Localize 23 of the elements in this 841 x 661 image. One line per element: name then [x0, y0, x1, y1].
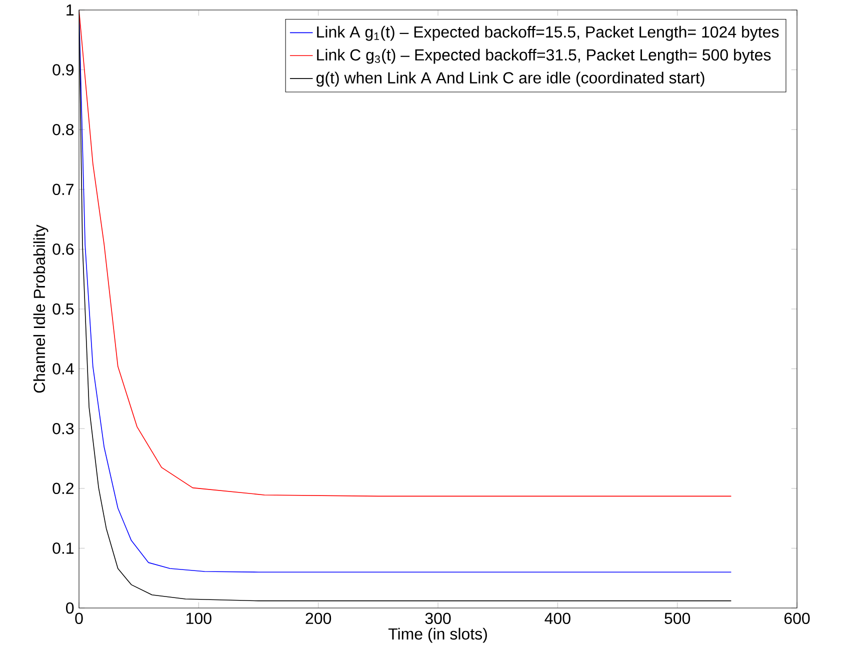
y-tick-label: 0.6 — [52, 244, 74, 255]
legend-label: Link A g$_{1}$(t) – Expected backoff=15.5, Packet Length= 1024 bytes — [317, 26, 779, 41]
y-tick-label: 0.5 — [52, 303, 74, 315]
y-tick-label: 0.3 — [52, 422, 74, 434]
legend-label: Link C g$_{3}$(t) – Expected backoff=31.5, Packet Length= 500 bytes — [317, 48, 771, 64]
x-tick-label: 500 — [664, 612, 690, 624]
x-axis-title: Time (in slots) — [388, 628, 487, 643]
legend-label: g(t) when Link A And Link C are idle (coordinated start) — [316, 72, 704, 87]
x-tick-label: 400 — [544, 612, 570, 624]
x-tick-label: 100 — [186, 612, 212, 624]
x-tick-label: 0 — [75, 612, 83, 624]
x-tick-label: 600 — [784, 612, 810, 624]
x-tick-label: 200 — [306, 612, 332, 624]
y-tick-label: 1 — [66, 4, 74, 16]
y-axis-title: Channel Idle Probability — [33, 224, 48, 393]
y-tick-label: 0.7 — [52, 184, 74, 196]
x-tick-label: 300 — [425, 612, 451, 624]
y-tick-label: 0.4 — [52, 363, 74, 374]
y-tick-label: 0.8 — [52, 124, 74, 136]
y-tick-label: 0.1 — [52, 542, 74, 554]
y-tick-label: 0.9 — [52, 64, 74, 76]
y-tick-label: 0.2 — [52, 482, 74, 494]
y-tick-label: 0 — [66, 602, 74, 614]
